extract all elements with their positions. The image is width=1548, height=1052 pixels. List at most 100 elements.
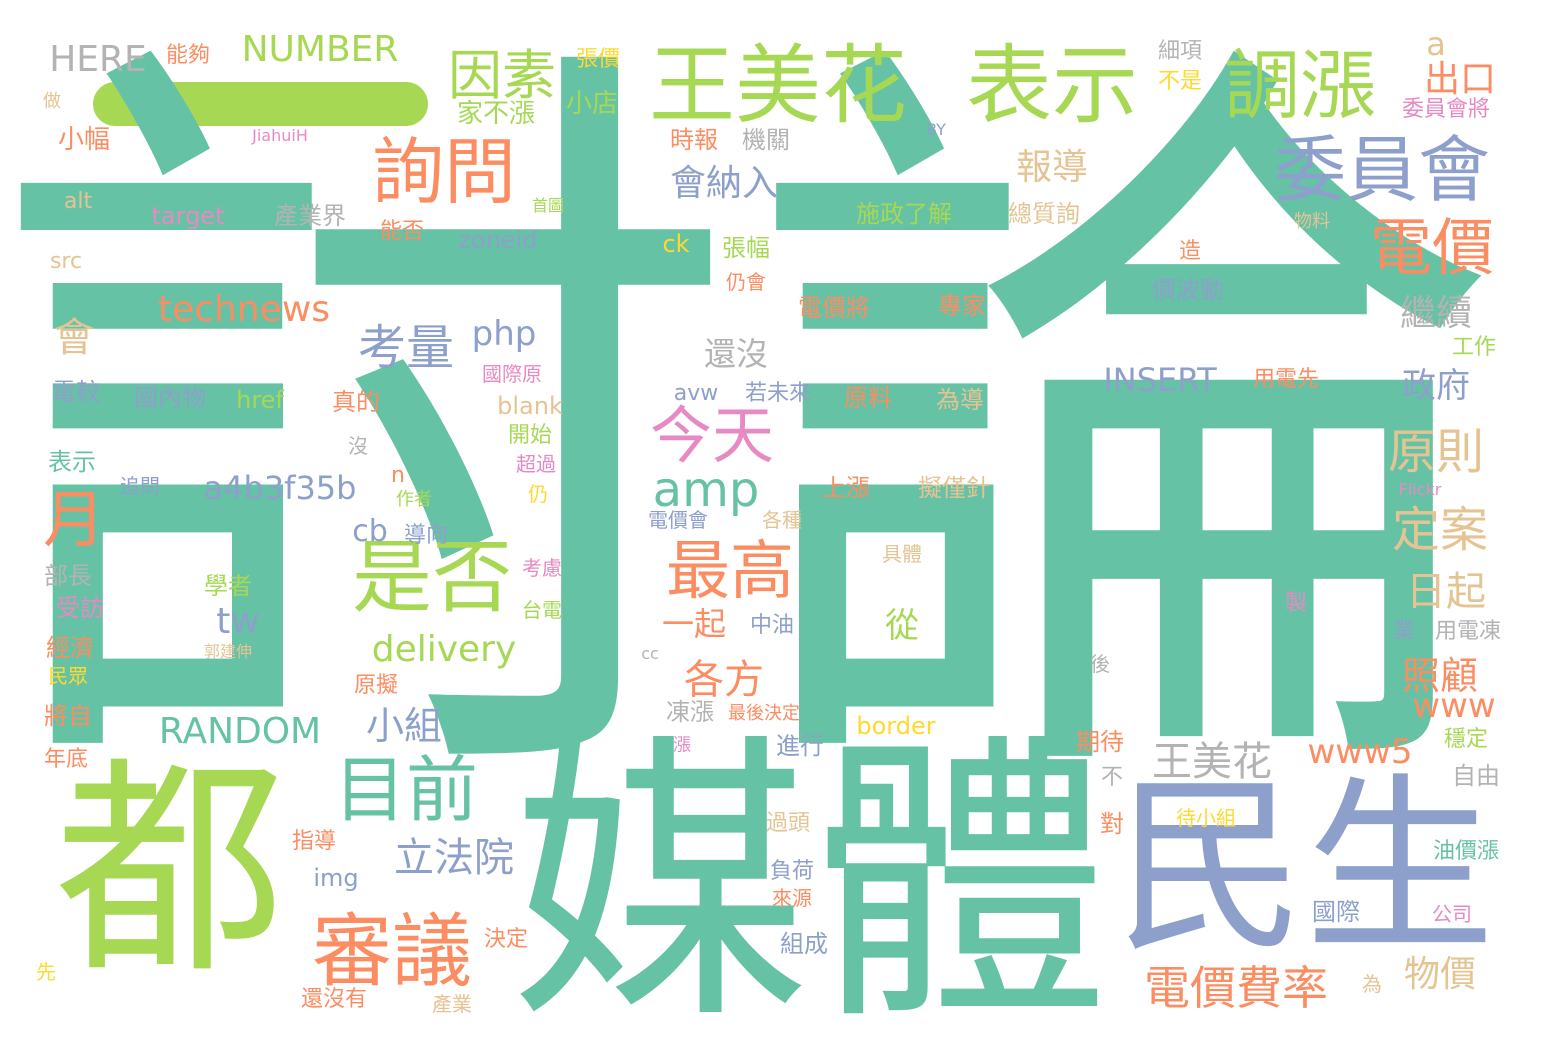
word: 電價將 (798, 294, 870, 322)
word: 家不漲 (456, 99, 536, 129)
word: technews (157, 289, 331, 330)
word: www5 (1307, 732, 1413, 772)
word: cb (352, 514, 388, 549)
word: 指導 (291, 829, 337, 854)
word: 最後決定 (728, 703, 800, 724)
word: 學者 (204, 572, 252, 600)
word: cc (641, 644, 659, 663)
word: 凍漲 (666, 698, 714, 726)
word: 超過 (516, 452, 556, 476)
word: 審議 (312, 905, 472, 998)
word: 油價漲 (1432, 839, 1500, 864)
word: ck (662, 230, 690, 258)
dash-glyph (93, 82, 428, 126)
word: 目前 (333, 748, 479, 832)
word: 施政了解 (856, 200, 952, 228)
word: 作者 (396, 489, 432, 510)
word: 對 (1100, 810, 1124, 838)
word: 將自 (44, 702, 92, 730)
word: 民眾 (48, 664, 88, 688)
word: 沒 (348, 434, 368, 458)
word: 詢問 (371, 130, 517, 214)
word: alt (63, 189, 93, 214)
word: 能夠 (165, 43, 211, 68)
word: n (391, 463, 405, 488)
word: 負荷 (769, 859, 815, 884)
word: 經濟 (46, 634, 94, 662)
word: 為 (1362, 972, 1382, 996)
word: 民生 (1114, 757, 1496, 978)
word: 過頭 (765, 811, 811, 836)
word: JiahuiH (252, 126, 308, 145)
word: HERE (49, 39, 147, 80)
word: www (1412, 686, 1496, 726)
word: 媒體 (510, 710, 1110, 1052)
word: a (1426, 25, 1446, 63)
word: 原則 (1387, 424, 1485, 480)
word: 定案 (1391, 502, 1489, 558)
word: 電價 (1369, 211, 1495, 284)
word: 若未來 (744, 381, 812, 406)
word: 進行 (776, 732, 824, 760)
word: 不是 (1157, 69, 1203, 94)
word: 是否 (352, 531, 512, 624)
word: 考量 (357, 320, 455, 376)
word: a4b3f35b (203, 469, 357, 507)
word: 國內物 (134, 384, 206, 412)
word: 考慮 (522, 556, 562, 580)
word: RANDOM (158, 711, 322, 752)
word: 追問 (120, 474, 160, 498)
word: 後 (1090, 652, 1110, 676)
word: 繼續 (1399, 293, 1473, 334)
word: 漲 (673, 735, 691, 756)
word: 電價費率 (1144, 961, 1328, 1015)
word: 都 (54, 738, 286, 1005)
word: zoneid (458, 226, 538, 254)
word: target (151, 202, 225, 230)
word: INSERT (1103, 361, 1217, 399)
word: blank (497, 392, 563, 420)
word: 報導 (1015, 147, 1089, 188)
word: 不 (1100, 765, 1124, 790)
word: 造 (1178, 239, 1202, 264)
word: 部長 (44, 562, 92, 590)
word: 中油 (749, 613, 795, 638)
word: 表示 (966, 36, 1138, 136)
word: 來源 (772, 886, 812, 910)
word: 業 (1392, 619, 1416, 644)
word: 物料 (1294, 211, 1330, 232)
word: 各方 (684, 657, 764, 703)
word: 開始 (507, 423, 553, 448)
word: 立法院 (394, 835, 514, 881)
word: 電價會 (648, 508, 708, 532)
word: src (49, 249, 83, 274)
word: border (856, 712, 936, 740)
word: 價波動 (1152, 276, 1224, 304)
word: 穩定 (1443, 727, 1489, 752)
word: 原料 (844, 384, 892, 412)
word: 委員會 (1273, 128, 1491, 212)
word: 表示 (48, 448, 96, 476)
word: 會 (54, 315, 94, 361)
word: avw (673, 381, 719, 406)
word: php (471, 314, 537, 354)
word: 期待 (1076, 728, 1124, 756)
word: 機關 (742, 126, 790, 154)
word: 會納入 (669, 163, 779, 204)
word: 國際 (1312, 898, 1360, 926)
word: 還沒有 (300, 987, 368, 1012)
word: 製 (1284, 591, 1308, 616)
word: 照顧 (1401, 654, 1479, 698)
word: 日起 (1406, 569, 1486, 615)
word: 政府 (1402, 366, 1470, 406)
word: NUMBER (241, 29, 399, 70)
word: 時報 (670, 126, 718, 154)
word: 一起 (661, 605, 727, 643)
word: 調漲 (1224, 41, 1376, 130)
word: 從 (885, 606, 919, 646)
word: 國際原 (482, 362, 542, 386)
word: 年底 (43, 747, 89, 772)
word: 導向 (403, 523, 449, 548)
word: 組成 (780, 930, 828, 958)
